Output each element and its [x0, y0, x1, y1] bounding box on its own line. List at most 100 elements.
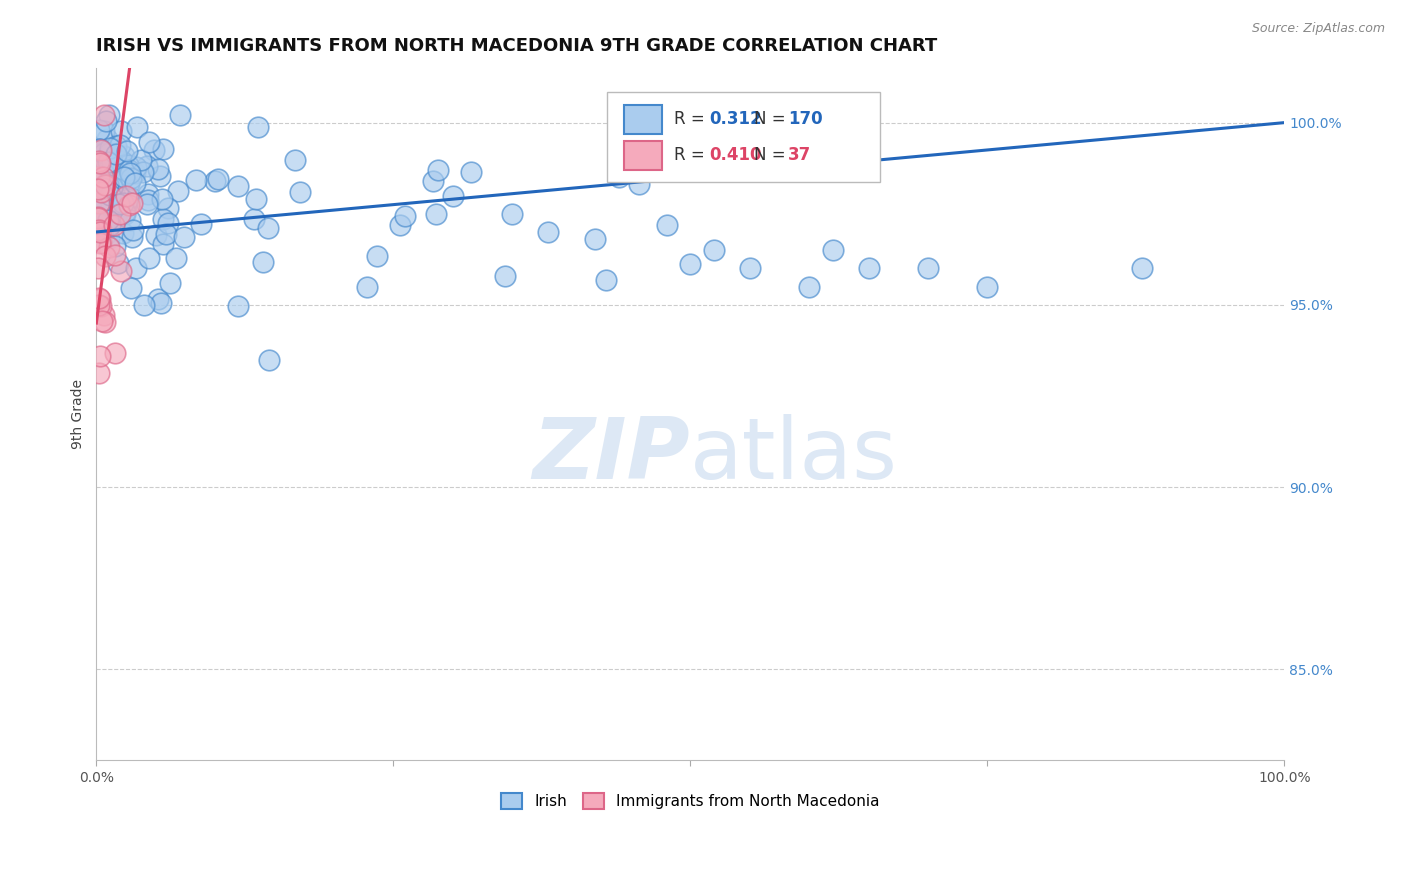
Point [136, 193, 159, 207]
Text: 0.312: 0.312 [710, 111, 762, 128]
Point [94, 113, 117, 128]
Text: Source: ZipAtlas.com: Source: ZipAtlas.com [1251, 22, 1385, 36]
Point [93, 146, 115, 161]
Point [129, 153, 152, 167]
Point [93, 108, 115, 122]
Point [100, 216, 122, 230]
Text: 170: 170 [787, 111, 823, 128]
Point [125, 120, 148, 134]
Point [427, 162, 450, 177]
Point [136, 160, 159, 174]
Point [98, 170, 121, 185]
Point [132, 298, 155, 312]
Point [98, 165, 121, 179]
Point [89, 202, 111, 216]
Point [124, 166, 146, 180]
Point [821, 243, 844, 257]
Point [389, 219, 412, 233]
Legend: Irish, Immigrants from North Macedonia: Irish, Immigrants from North Macedonia [495, 787, 886, 815]
Point [112, 148, 135, 162]
Point [89, 366, 111, 380]
Point [98, 163, 121, 178]
Point [150, 192, 173, 206]
Point [112, 163, 135, 178]
Point [93, 194, 115, 209]
Point [110, 264, 132, 278]
Text: 0.410: 0.410 [710, 146, 762, 164]
Point [136, 197, 159, 211]
Point [114, 205, 136, 219]
Point [169, 108, 191, 122]
Point [90, 176, 112, 190]
Point [104, 345, 127, 359]
Point [366, 249, 388, 263]
Point [94, 249, 117, 263]
Point [537, 225, 560, 239]
Point [115, 145, 138, 159]
Point [858, 261, 880, 276]
Point [494, 268, 516, 283]
Point [607, 170, 630, 185]
Point [87, 195, 110, 210]
Point [91, 168, 114, 182]
Point [108, 171, 131, 186]
Point [148, 161, 170, 176]
Point [284, 153, 307, 168]
Point [111, 226, 134, 240]
Point [226, 299, 249, 313]
Point [245, 192, 267, 206]
Point [186, 173, 208, 187]
Point [259, 352, 281, 367]
Text: N =: N = [755, 146, 792, 164]
Point [142, 143, 165, 157]
Point [87, 154, 110, 169]
Point [97, 210, 120, 224]
Point [98, 239, 121, 253]
Point [703, 243, 725, 257]
Point [91, 145, 114, 160]
Point [121, 195, 143, 210]
Point [87, 234, 110, 248]
Point [797, 279, 820, 293]
Point [583, 232, 606, 246]
Point [86, 216, 108, 230]
Point [90, 182, 112, 196]
Point [96, 132, 118, 146]
Point [207, 171, 229, 186]
Point [90, 223, 112, 237]
Point [112, 169, 135, 184]
Point [356, 279, 378, 293]
Point [87, 211, 110, 225]
Point [112, 195, 135, 210]
Point [165, 251, 187, 265]
FancyBboxPatch shape [607, 92, 880, 182]
Point [107, 256, 129, 270]
Point [97, 155, 120, 169]
Point [86, 261, 108, 276]
Point [87, 291, 110, 305]
Point [98, 141, 121, 155]
Point [120, 170, 142, 185]
FancyBboxPatch shape [624, 141, 662, 169]
Point [96, 160, 118, 174]
Point [117, 158, 139, 172]
Point [89, 349, 111, 363]
Point [101, 198, 124, 212]
Point [120, 166, 142, 180]
Point [627, 178, 650, 192]
Point [110, 160, 132, 174]
Point [655, 218, 678, 232]
Point [243, 211, 266, 226]
Point [101, 154, 124, 169]
Point [87, 173, 110, 187]
Point [100, 151, 122, 165]
Point [288, 186, 311, 200]
Point [96, 213, 118, 227]
Point [98, 231, 121, 245]
Point [100, 199, 122, 213]
Text: ZIP: ZIP [533, 414, 690, 497]
Point [98, 145, 121, 160]
Point [86, 219, 108, 234]
Point [145, 227, 167, 242]
Point [136, 187, 159, 202]
